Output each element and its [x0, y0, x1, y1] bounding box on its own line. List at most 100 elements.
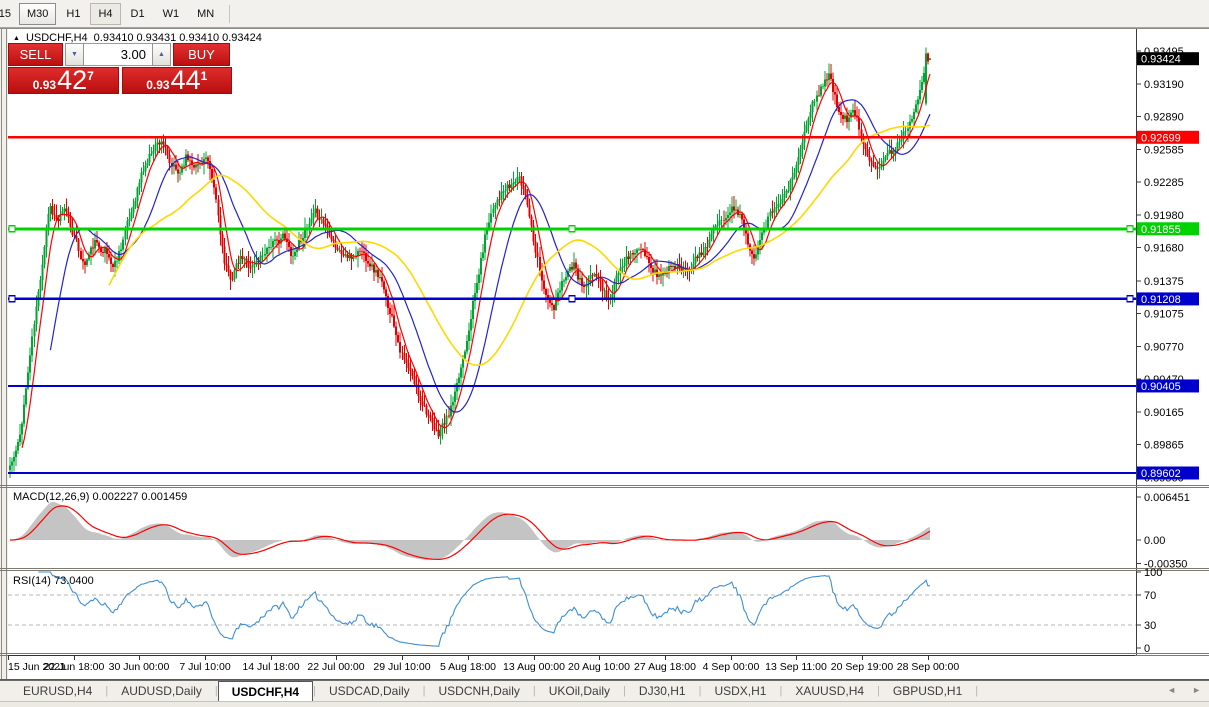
tab-separator: | — [779, 685, 783, 697]
svg-text:14 Jul 18:00: 14 Jul 18:00 — [242, 661, 299, 673]
svg-text:0.90770: 0.90770 — [1144, 341, 1184, 353]
svg-text:0.91980: 0.91980 — [1144, 210, 1184, 222]
tab-scroll-arrows: ◄ ► — [1167, 685, 1201, 695]
chart-symbol-label: USDCHF,H4 — [25, 32, 88, 44]
svg-text:5 Aug 18:00: 5 Aug 18:00 — [440, 661, 496, 673]
macd-values: 0.002227 0.001459 — [92, 491, 188, 503]
tab-scroll-left-icon[interactable]: ◄ — [1167, 685, 1177, 695]
timeframe-button-h4[interactable]: H4 — [90, 2, 121, 25]
svg-text:0.92585: 0.92585 — [1144, 145, 1184, 157]
buy-price-pip: 1 — [200, 69, 208, 83]
svg-text:4 Sep 00:00: 4 Sep 00:00 — [703, 661, 760, 673]
tab-separator: | — [532, 685, 536, 697]
chart-tab-eurusd-h4[interactable]: EURUSD,H4 — [23, 684, 93, 698]
chart-tab-bar: EURUSD,H4 | AUDUSD,Daily | USDCHF,H4 | USDCAD,… — [0, 680, 1209, 701]
toolbar-separator — [229, 4, 231, 23]
svg-text:0.91375: 0.91375 — [1144, 276, 1184, 288]
timeframe-button-mn[interactable]: MN — [197, 7, 215, 20]
svg-text:22 Jun 18:00: 22 Jun 18:00 — [44, 661, 105, 673]
svg-text:13 Sep 11:00: 13 Sep 11:00 — [765, 661, 827, 673]
buy-price-display[interactable]: 0.93 44 1 — [121, 67, 232, 94]
timeframe-button-15[interactable]: 15 — [0, 7, 11, 20]
tab-separator: | — [422, 685, 426, 697]
chart-tab-audusd-daily[interactable]: AUDUSD,Daily — [121, 684, 202, 698]
chart-tab-usdcnh-daily[interactable]: USDCNH,Daily — [438, 684, 520, 698]
chart-tab-usdchf-h4[interactable]: USDCHF,H4 — [217, 681, 314, 701]
svg-text:0.91855: 0.91855 — [1141, 224, 1181, 236]
svg-text:0.90405: 0.90405 — [1141, 381, 1181, 393]
svg-text:0.89602: 0.89602 — [1141, 468, 1181, 480]
tab-separator: | — [214, 685, 218, 697]
chevron-down-icon: ▼ — [71, 51, 78, 58]
svg-text:0.90165: 0.90165 — [1144, 407, 1184, 419]
tab-separator: | — [975, 685, 979, 697]
macd-name: MACD(12,26,9) — [13, 491, 90, 503]
tab-separator: | — [105, 685, 109, 697]
svg-text:-0.00350: -0.00350 — [1144, 558, 1187, 570]
svg-text:0.006451: 0.006451 — [1144, 492, 1190, 504]
tab-scroll-right-icon[interactable]: ► — [1192, 685, 1201, 695]
sell-price-prefix: 0.93 — [32, 78, 57, 92]
status-strip — [0, 701, 1209, 707]
svg-text:0.92285: 0.92285 — [1144, 177, 1184, 189]
svg-text:0.92699: 0.92699 — [1141, 132, 1181, 144]
svg-text:0.93190: 0.93190 — [1144, 79, 1184, 91]
sell-price-pip: 7 — [87, 69, 94, 83]
timeframe-button-w1[interactable]: W1 — [162, 7, 180, 20]
collapse-chart-icon[interactable]: ▲ — [13, 34, 20, 42]
svg-text:0.93424: 0.93424 — [1141, 54, 1181, 66]
buy-price-big: 44 — [170, 67, 201, 94]
timeframe-buttons: 15 M30 H1 H4 D1 W1 MN — [0, 2, 223, 25]
tab-separator: | — [313, 685, 316, 697]
chart-tab-usdx-h1[interactable]: USDX,H1 — [714, 684, 767, 698]
timeframe-button-h1[interactable]: H1 — [66, 7, 81, 20]
timeframe-toolbar: 15 M30 H1 H4 D1 W1 MN — [0, 0, 1209, 28]
svg-text:7 Jul 10:00: 7 Jul 10:00 — [179, 661, 231, 673]
timeframe-button-d1[interactable]: D1 — [130, 7, 145, 20]
svg-text:30 Jun 00:00: 30 Jun 00:00 — [109, 661, 170, 673]
svg-text:0: 0 — [1144, 643, 1150, 655]
chart-ohlc-header: ▲ USDCHF,H4 0.93410 0.93431 0.93410 0.93… — [13, 32, 262, 44]
rsi-indicator-label: RSI(14) 73.0400 — [13, 575, 94, 587]
volume-input[interactable] — [84, 43, 152, 66]
buy-button[interactable]: BUY — [173, 43, 230, 66]
svg-text:0.91075: 0.91075 — [1144, 308, 1184, 320]
tab-separator: | — [698, 685, 702, 697]
sell-price-big: 42 — [57, 67, 88, 94]
svg-text:15 Jun 2021: 15 Jun 2021 — [8, 661, 66, 673]
svg-text:20 Aug 10:00: 20 Aug 10:00 — [568, 661, 630, 673]
svg-text:70: 70 — [1144, 590, 1156, 602]
chart-ohlc-values: 0.93410 0.93431 0.93410 0.93424 — [93, 32, 262, 44]
chart-tab-gbpusd-h1[interactable]: GBPUSD,H1 — [892, 684, 963, 698]
svg-text:100: 100 — [1144, 567, 1162, 579]
tab-separator: | — [877, 685, 880, 697]
volume-decrease-button[interactable]: ▼ — [65, 43, 84, 66]
rsi-name: RSI(14) — [13, 575, 51, 587]
tab-separator: | — [623, 685, 626, 697]
svg-text:0.89865: 0.89865 — [1144, 439, 1184, 451]
svg-text:0.91680: 0.91680 — [1144, 243, 1184, 255]
sell-price-display[interactable]: 0.93 42 7 — [8, 67, 119, 94]
macd-indicator-label: MACD(12,26,9) 0.002227 0.001459 — [13, 491, 187, 503]
svg-text:20 Sep 19:00: 20 Sep 19:00 — [831, 661, 894, 673]
chart-tab-xauusd-h4[interactable]: XAUUSD,H4 — [795, 684, 865, 698]
chart-tab-dj30-h1[interactable]: DJ30,H1 — [638, 684, 686, 698]
svg-text:0.92890: 0.92890 — [1144, 112, 1184, 124]
one-click-trading-panel: SELL ▼ ▲ BUY 0.93 42 7 0.93 44 1 — [8, 43, 232, 94]
chart-tab-ukoil-daily[interactable]: UKOil,Daily — [548, 684, 611, 698]
svg-text:27 Aug 18:00: 27 Aug 18:00 — [634, 661, 696, 673]
svg-text:0.91208: 0.91208 — [1141, 294, 1181, 306]
svg-text:30: 30 — [1144, 620, 1156, 632]
svg-text:0.00: 0.00 — [1144, 535, 1165, 547]
svg-text:29 Jul 10:00: 29 Jul 10:00 — [373, 661, 430, 673]
volume-increase-button[interactable]: ▲ — [152, 43, 171, 66]
sell-button[interactable]: SELL — [8, 43, 63, 66]
svg-text:28 Sep 00:00: 28 Sep 00:00 — [897, 661, 960, 673]
svg-text:13 Aug 00:00: 13 Aug 00:00 — [503, 661, 565, 673]
chart-tab-usdcad-daily[interactable]: USDCAD,Daily — [328, 684, 410, 698]
timeframe-button-m30[interactable]: M30 — [19, 2, 57, 25]
svg-text:22 Jul 00:00: 22 Jul 00:00 — [307, 661, 364, 673]
rsi-value: 73.0400 — [53, 575, 94, 587]
buy-price-prefix: 0.93 — [146, 78, 170, 92]
